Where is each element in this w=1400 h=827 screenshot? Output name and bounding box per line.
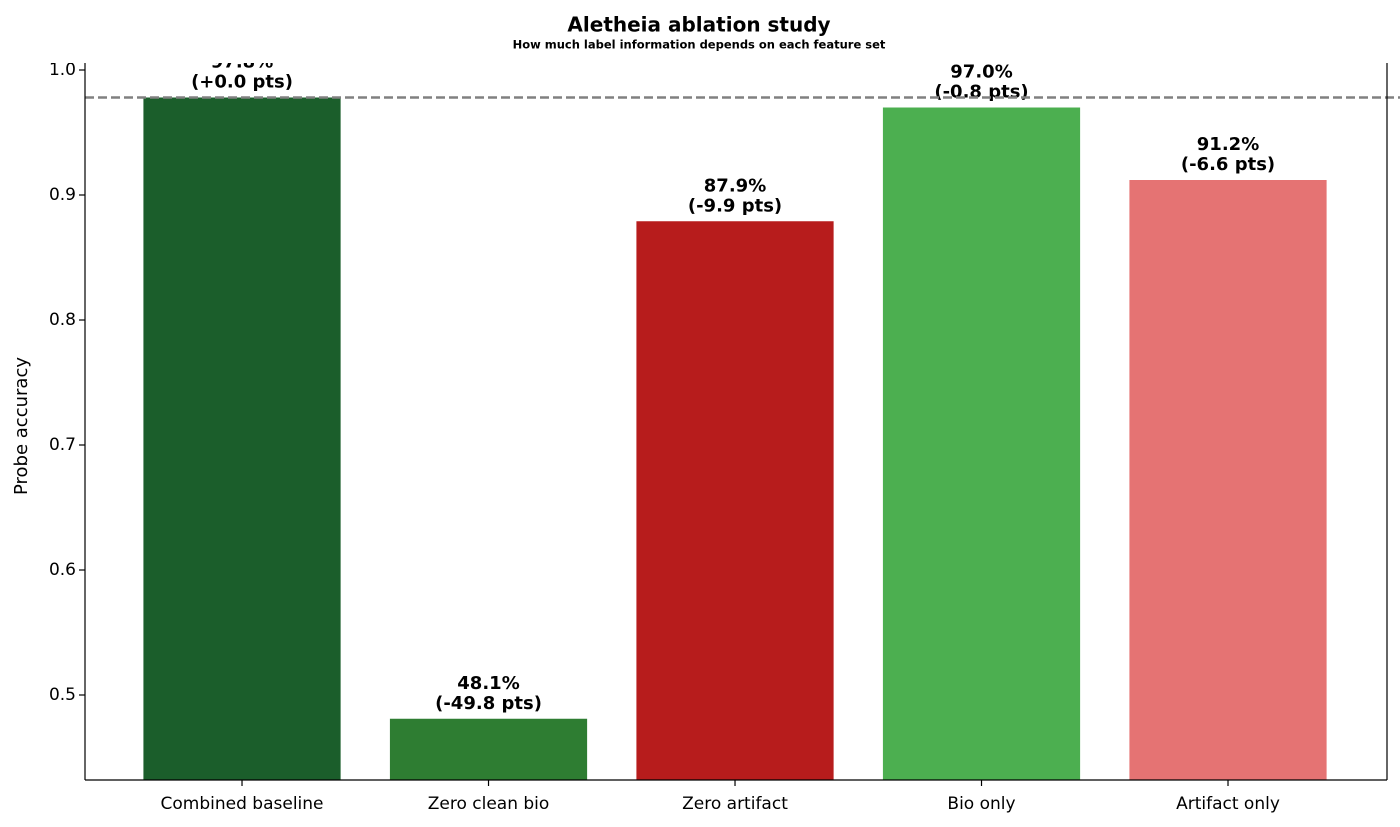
y-tick-label: 0.7 <box>49 435 76 455</box>
bar <box>143 97 341 780</box>
x-tick-label: Bio only <box>947 794 1015 814</box>
y-tick-label: 0.6 <box>49 560 76 580</box>
delta-label: (-0.8 pts) <box>934 82 1028 103</box>
chart-title: Aletheia ablation study <box>567 13 830 37</box>
y-tick-label: 0.8 <box>49 310 76 330</box>
value-label: 48.1% <box>457 673 519 694</box>
delta-label: (+0.0 pts) <box>191 72 293 93</box>
y-tick-label: 1.0 <box>49 60 76 80</box>
x-tick-label: Zero artifact <box>682 794 788 814</box>
bar <box>1129 180 1327 780</box>
value-label: 91.2% <box>1197 134 1259 155</box>
y-axis-label: Probe accuracy <box>11 357 32 495</box>
value-label: 97.0% <box>950 62 1012 83</box>
value-label: 97.8% <box>211 52 273 73</box>
chart-subtitle: How much label information depends on ea… <box>513 38 886 52</box>
value-label: 87.9% <box>704 175 766 196</box>
x-tick-label: Combined baseline <box>161 794 324 814</box>
y-tick-label: 0.9 <box>49 185 76 205</box>
bar <box>389 718 588 780</box>
x-tick-label: Artifact only <box>1176 794 1280 814</box>
delta-label: (-9.9 pts) <box>688 195 782 216</box>
x-tick-label: Zero clean bio <box>428 794 550 814</box>
plot-area: 0.5 0.6 0.7 0.8 0.9 1.0 97.8%(+0.0 pts) Combine… <box>49 52 1400 814</box>
bar <box>636 221 834 780</box>
y-tick-label: 0.5 <box>49 685 76 705</box>
delta-label: (-49.8 pts) <box>435 693 542 714</box>
bar <box>882 107 1081 780</box>
delta-label: (-6.6 pts) <box>1181 154 1275 175</box>
